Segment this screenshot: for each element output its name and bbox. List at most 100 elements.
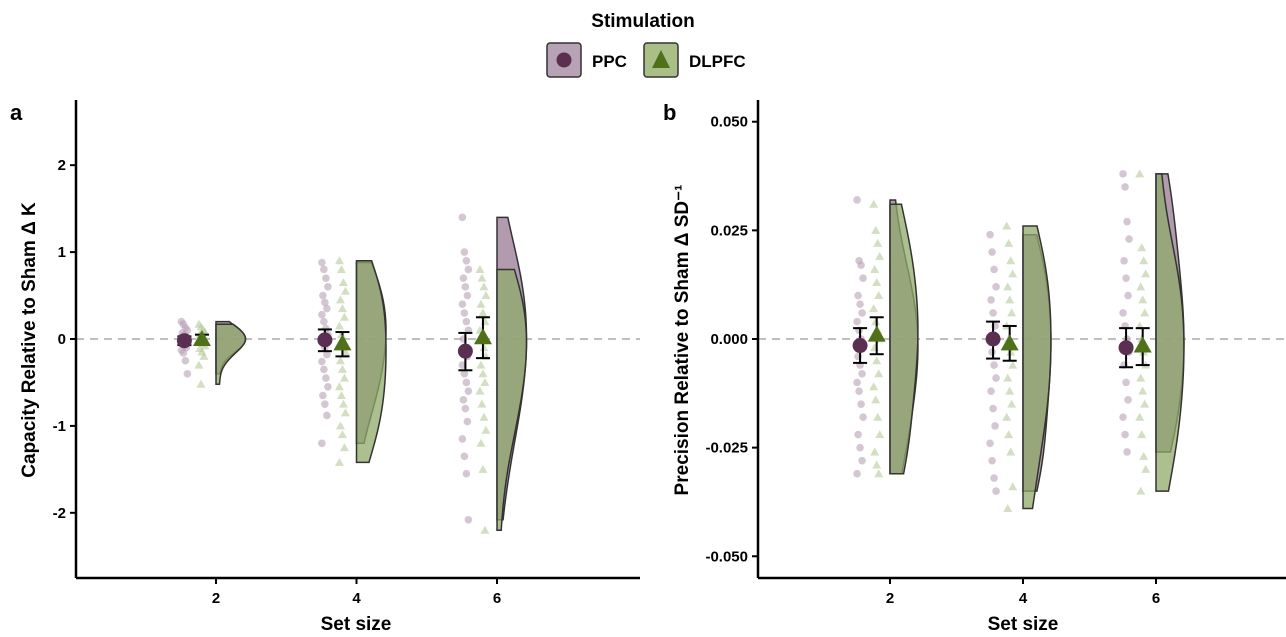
raw-point-ppc bbox=[1121, 430, 1129, 439]
raw-point-dlpfc bbox=[1136, 282, 1146, 291]
raw-point-dlpfc bbox=[869, 199, 879, 208]
raw-point-ppc bbox=[462, 317, 471, 326]
raw-point-dlpfc bbox=[1137, 430, 1147, 439]
raw-point-ppc bbox=[1119, 170, 1127, 178]
raw-point-dlpfc bbox=[875, 251, 885, 260]
raw-point-dlpfc bbox=[480, 525, 490, 534]
legend-marker-ppc bbox=[556, 52, 572, 68]
raw-point-ppc bbox=[464, 265, 473, 274]
raw-point-ppc bbox=[458, 300, 467, 309]
raw-point-dlpfc bbox=[336, 264, 346, 273]
mean-point-ppc bbox=[985, 331, 1001, 347]
raw-point-dlpfc bbox=[1008, 269, 1018, 278]
x-tick-label: 2 bbox=[212, 590, 220, 607]
density-dlpfc-6 bbox=[1155, 173, 1185, 492]
raw-point-ppc bbox=[992, 283, 1000, 291]
mean-point-dlpfc bbox=[867, 325, 886, 342]
raw-point-ppc bbox=[179, 349, 188, 357]
raw-point-ppc bbox=[1119, 309, 1127, 317]
raw-point-ppc bbox=[858, 309, 866, 317]
y-tick-label: 0.025 bbox=[710, 222, 748, 239]
y-tick-label: 2 bbox=[58, 157, 66, 174]
panel-b-label: b bbox=[663, 100, 676, 125]
raw-point-dlpfc bbox=[336, 390, 346, 399]
panel-a-capacity: a Capacity Relative to Sham Δ K Set size… bbox=[10, 100, 640, 635]
raw-point-ppc bbox=[323, 304, 331, 313]
raw-point-dlpfc bbox=[870, 447, 880, 456]
raw-point-dlpfc bbox=[478, 308, 488, 317]
legend-marker-dlpfc bbox=[652, 50, 670, 68]
mean-point-dlpfc bbox=[192, 330, 211, 346]
raw-point-dlpfc bbox=[479, 412, 489, 421]
raw-point-dlpfc bbox=[869, 382, 879, 391]
raw-point-ppc bbox=[460, 369, 469, 378]
raw-point-ppc bbox=[988, 456, 996, 465]
raw-point-dlpfc bbox=[339, 443, 349, 452]
raw-point-dlpfc bbox=[476, 299, 486, 308]
raw-point-dlpfc bbox=[873, 238, 883, 247]
panel-b-xlabel: Set size bbox=[988, 614, 1059, 635]
raw-point-ppc bbox=[319, 291, 327, 300]
panel-a-ylabel: Capacity Relative to Sham Δ K bbox=[19, 202, 40, 478]
raw-point-dlpfc bbox=[1140, 399, 1150, 408]
raw-point-ppc bbox=[986, 230, 994, 239]
raw-point-ppc bbox=[987, 387, 995, 395]
raw-point-dlpfc bbox=[338, 399, 348, 408]
raw-point-ppc bbox=[857, 400, 865, 408]
raw-point-ppc bbox=[320, 317, 328, 326]
raw-point-dlpfc bbox=[337, 430, 347, 439]
raw-point-ppc bbox=[859, 274, 867, 282]
raw-point-ppc bbox=[853, 317, 861, 326]
raw-point-dlpfc bbox=[335, 356, 345, 365]
x-tick-label: 6 bbox=[1152, 590, 1160, 607]
raw-point-dlpfc bbox=[1007, 308, 1017, 317]
raw-point-ppc bbox=[856, 443, 864, 452]
raw-point-ppc bbox=[462, 469, 471, 478]
raw-point-ppc bbox=[458, 435, 467, 443]
raw-point-dlpfc bbox=[339, 373, 349, 382]
raw-point-ppc bbox=[323, 350, 331, 359]
raw-point-dlpfc bbox=[1006, 447, 1016, 456]
raw-point-dlpfc bbox=[1137, 243, 1147, 252]
raw-point-dlpfc bbox=[334, 256, 344, 265]
raw-point-ppc bbox=[320, 265, 328, 274]
raw-point-dlpfc bbox=[874, 291, 884, 300]
y-tick-label: -2 bbox=[53, 505, 66, 522]
raw-point-dlpfc bbox=[1003, 282, 1013, 291]
raw-point-ppc bbox=[318, 439, 326, 448]
raw-point-ppc bbox=[1120, 256, 1128, 265]
raw-point-ppc bbox=[461, 404, 470, 413]
density-dlpfc-6 bbox=[496, 268, 528, 531]
raw-point-ppc bbox=[181, 356, 190, 365]
raw-point-ppc bbox=[321, 298, 329, 307]
raw-point-dlpfc bbox=[477, 273, 487, 282]
raw-point-ppc bbox=[464, 515, 473, 524]
raw-point-dlpfc bbox=[481, 291, 491, 300]
raw-point-ppc bbox=[986, 439, 994, 448]
mean-point-ppc bbox=[176, 333, 192, 349]
raw-point-dlpfc bbox=[1135, 169, 1145, 178]
raw-point-dlpfc bbox=[478, 464, 488, 473]
density-dlpfc-2 bbox=[889, 203, 919, 475]
raw-point-ppc bbox=[460, 452, 469, 461]
raw-point-dlpfc bbox=[339, 312, 349, 321]
raw-point-ppc bbox=[462, 378, 471, 387]
raw-point-dlpfc bbox=[335, 295, 345, 304]
raw-point-ppc bbox=[990, 265, 998, 274]
density-dlpfc-4 bbox=[355, 260, 387, 464]
raw-point-ppc bbox=[324, 383, 332, 391]
raw-point-ppc bbox=[463, 291, 472, 300]
raw-point-ppc bbox=[992, 487, 1000, 495]
raw-point-ppc bbox=[183, 369, 192, 378]
raw-point-dlpfc bbox=[1135, 412, 1145, 421]
x-tick-label: 6 bbox=[493, 590, 501, 607]
raw-point-dlpfc bbox=[1138, 386, 1148, 395]
raw-point-ppc bbox=[992, 374, 1000, 382]
raw-point-dlpfc bbox=[1136, 486, 1146, 495]
panel-a-label: a bbox=[10, 100, 23, 125]
raw-point-dlpfc bbox=[872, 460, 882, 469]
density-dlpfc-4 bbox=[1022, 225, 1052, 510]
raw-point-ppc bbox=[464, 387, 473, 395]
raw-point-dlpfc bbox=[334, 382, 344, 391]
raw-point-ppc bbox=[459, 396, 468, 404]
